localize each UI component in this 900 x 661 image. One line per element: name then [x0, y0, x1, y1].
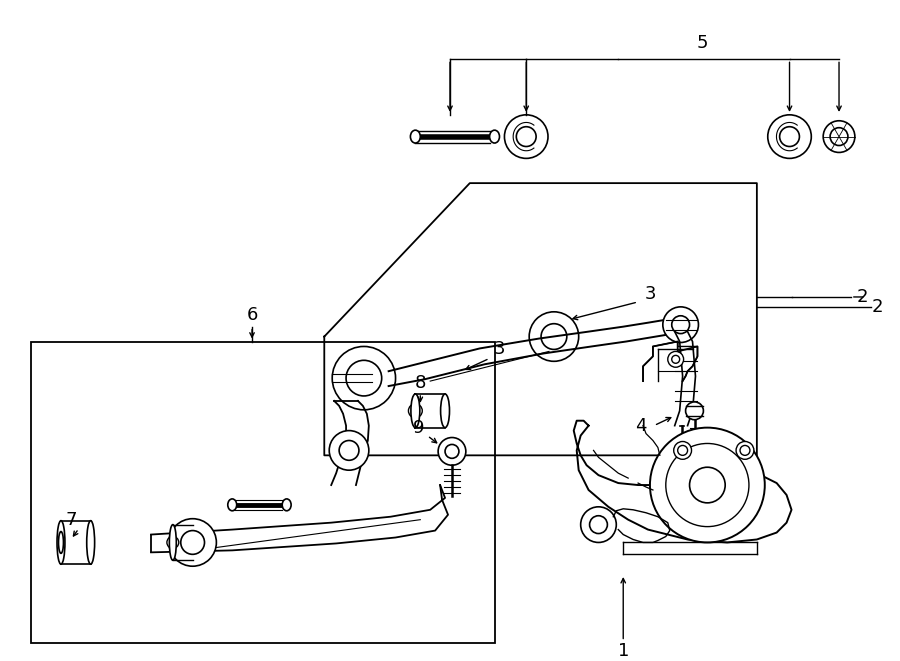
Text: 8: 8 — [415, 374, 426, 392]
Circle shape — [332, 346, 396, 410]
Circle shape — [768, 115, 811, 159]
Text: 4: 4 — [635, 416, 647, 435]
Circle shape — [830, 128, 848, 145]
Ellipse shape — [441, 394, 449, 428]
Circle shape — [666, 444, 749, 527]
Circle shape — [736, 442, 754, 459]
Circle shape — [590, 516, 608, 533]
Text: 5: 5 — [697, 34, 708, 52]
Ellipse shape — [283, 499, 291, 511]
Circle shape — [339, 440, 359, 460]
Text: 3: 3 — [644, 285, 656, 303]
Text: 9: 9 — [412, 418, 424, 437]
Bar — [32, 342, 494, 643]
Circle shape — [689, 467, 725, 503]
Circle shape — [686, 402, 704, 420]
Circle shape — [671, 356, 680, 364]
Text: 6: 6 — [247, 306, 257, 324]
Circle shape — [580, 507, 616, 543]
Circle shape — [438, 438, 466, 465]
Ellipse shape — [411, 394, 419, 428]
Circle shape — [662, 307, 698, 342]
Circle shape — [446, 444, 459, 458]
Circle shape — [779, 127, 799, 147]
Circle shape — [169, 519, 216, 566]
Circle shape — [824, 121, 855, 153]
Ellipse shape — [228, 499, 237, 511]
Circle shape — [740, 446, 750, 455]
Circle shape — [678, 446, 688, 455]
Ellipse shape — [490, 130, 500, 143]
Ellipse shape — [58, 531, 64, 553]
Circle shape — [409, 404, 422, 418]
Circle shape — [517, 127, 536, 147]
Text: 1: 1 — [617, 642, 629, 660]
Ellipse shape — [410, 130, 420, 143]
Circle shape — [671, 316, 689, 334]
Ellipse shape — [57, 521, 65, 564]
Circle shape — [166, 537, 179, 549]
Ellipse shape — [169, 525, 176, 561]
Circle shape — [541, 324, 567, 350]
Text: 7: 7 — [65, 511, 76, 529]
Circle shape — [181, 531, 204, 555]
Circle shape — [668, 352, 684, 368]
Circle shape — [329, 430, 369, 470]
Circle shape — [346, 360, 382, 396]
Circle shape — [529, 312, 579, 362]
Ellipse shape — [86, 521, 94, 564]
Circle shape — [650, 428, 765, 543]
Text: 2: 2 — [857, 288, 868, 306]
Text: 3: 3 — [494, 340, 505, 358]
Circle shape — [504, 115, 548, 159]
Circle shape — [674, 442, 691, 459]
Text: 2: 2 — [872, 298, 884, 316]
